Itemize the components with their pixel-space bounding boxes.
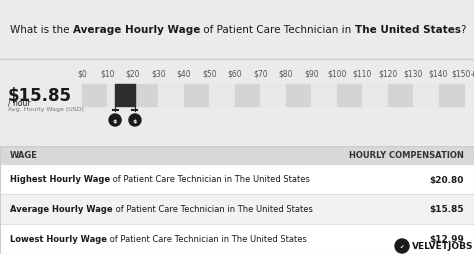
Text: Lowest Hourly Wage: Lowest Hourly Wage — [10, 235, 107, 244]
Text: $15.85: $15.85 — [429, 205, 464, 214]
Bar — [362, 85, 388, 107]
Bar — [260, 85, 286, 107]
Bar — [438, 85, 464, 107]
Bar — [235, 85, 260, 107]
Bar — [311, 85, 337, 107]
Text: $20: $20 — [126, 70, 140, 79]
Bar — [82, 85, 108, 107]
Bar — [158, 85, 184, 107]
Bar — [108, 85, 133, 107]
Text: ✔: ✔ — [400, 244, 404, 248]
Bar — [210, 85, 235, 107]
Bar — [337, 85, 362, 107]
Text: $100: $100 — [327, 70, 346, 79]
Text: $130: $130 — [403, 70, 423, 79]
Circle shape — [129, 115, 141, 126]
Text: $110: $110 — [353, 70, 372, 79]
Bar — [0, 194, 474, 224]
Text: What is the: What is the — [10, 25, 73, 35]
Text: / hour: / hour — [8, 99, 31, 108]
Text: Avg. Hourly Wage (USD): Avg. Hourly Wage (USD) — [8, 107, 84, 112]
Text: $90: $90 — [304, 70, 319, 79]
Text: of Patient Care Technician in The United States: of Patient Care Technician in The United… — [113, 205, 312, 214]
Text: of Patient Care Technician in The United States: of Patient Care Technician in The United… — [107, 235, 307, 244]
Bar — [413, 85, 438, 107]
Bar — [0, 164, 474, 194]
Text: HOURLY COMPENSATION: HOURLY COMPENSATION — [349, 151, 464, 160]
Text: Average Hourly Wage: Average Hourly Wage — [73, 25, 200, 35]
Text: $30: $30 — [151, 70, 166, 79]
Text: of Patient Care Technician in: of Patient Care Technician in — [200, 25, 355, 35]
Text: $70: $70 — [253, 70, 268, 79]
Text: $20.80: $20.80 — [429, 175, 464, 184]
Text: The United States: The United States — [355, 25, 461, 35]
Text: Highest Hourly Wage: Highest Hourly Wage — [10, 175, 110, 184]
Bar — [286, 85, 311, 107]
Text: $50: $50 — [202, 70, 217, 79]
Circle shape — [395, 239, 409, 253]
Text: Average Hourly Wage: Average Hourly Wage — [10, 205, 113, 214]
Bar — [133, 85, 158, 107]
Text: ?: ? — [461, 25, 466, 35]
Text: $150+: $150+ — [451, 70, 474, 79]
Bar — [115, 85, 135, 107]
Text: $80: $80 — [279, 70, 293, 79]
Text: $: $ — [113, 118, 117, 123]
Bar — [388, 85, 413, 107]
Text: $120: $120 — [378, 70, 397, 79]
Text: VELVETJOBS: VELVETJOBS — [412, 242, 474, 250]
Text: $0: $0 — [77, 70, 87, 79]
Text: $10: $10 — [100, 70, 115, 79]
Bar — [184, 85, 210, 107]
Text: $15.85: $15.85 — [8, 87, 72, 105]
Text: $140: $140 — [429, 70, 448, 79]
Bar — [0, 224, 474, 254]
Text: WAGE: WAGE — [10, 151, 38, 160]
Circle shape — [109, 115, 121, 126]
Text: $40: $40 — [176, 70, 191, 79]
Text: $12.99: $12.99 — [429, 235, 464, 244]
Text: $: $ — [133, 118, 137, 123]
Bar — [0, 146, 474, 164]
Text: of Patient Care Technician in The United States: of Patient Care Technician in The United… — [110, 175, 310, 184]
Text: $60: $60 — [228, 70, 242, 79]
